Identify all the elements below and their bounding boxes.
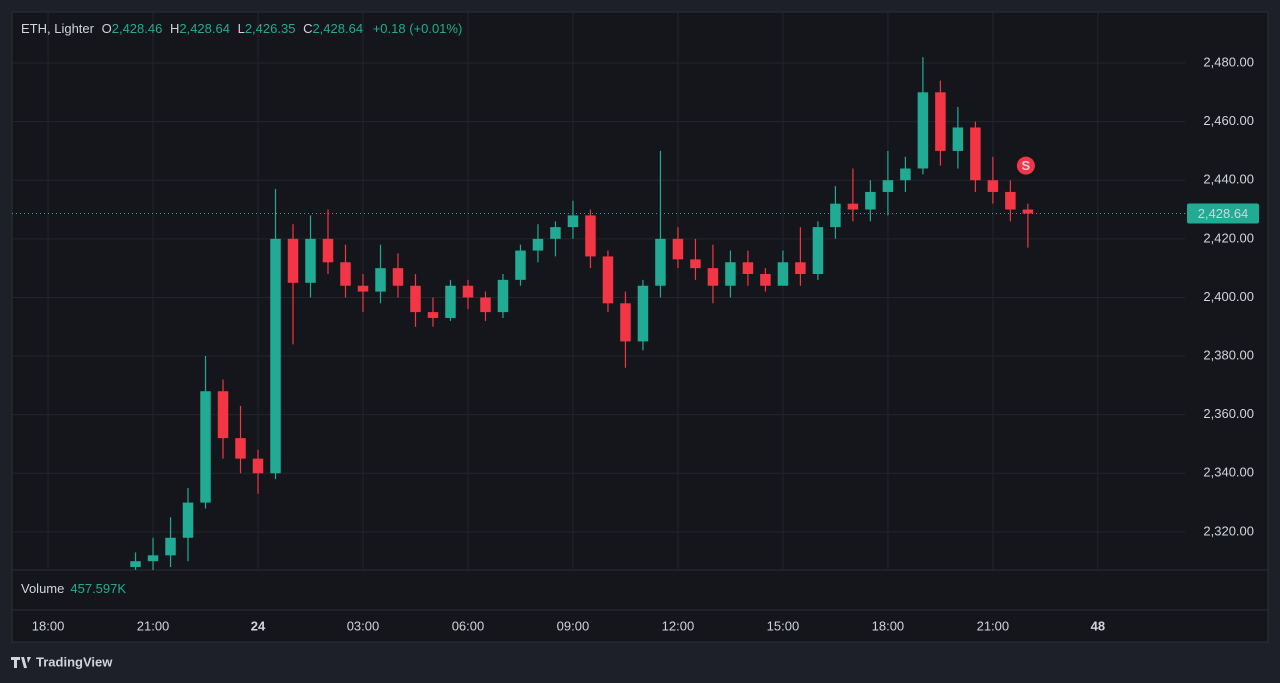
legend-value: 2,428.64 <box>312 21 363 36</box>
x-tick-label: 21:00 <box>137 618 170 633</box>
candle-body <box>200 391 211 503</box>
candle-body <box>882 180 894 192</box>
candle-body <box>865 191 876 210</box>
x-tick-label: 03:00 <box>347 618 380 633</box>
candle-body <box>252 458 264 474</box>
candle-body <box>235 438 246 459</box>
candle-body <box>357 285 369 292</box>
candle-body <box>515 250 526 280</box>
candle-body <box>165 537 176 556</box>
y-tick-label: 2,460.00 <box>1203 113 1254 128</box>
x-tick-label: 12:00 <box>662 618 695 633</box>
volume-label: Volume 457.597K <box>21 581 126 596</box>
candle-body <box>742 262 754 275</box>
candle-body <box>1022 209 1034 214</box>
candle-body <box>217 391 229 439</box>
x-tick-label: 15:00 <box>767 618 800 633</box>
candle-body <box>375 268 386 292</box>
candle-body <box>445 285 456 318</box>
candle-body <box>672 238 684 260</box>
candles <box>130 57 1034 570</box>
candle-body <box>655 238 666 286</box>
y-tick-label: 2,420.00 <box>1203 230 1254 245</box>
candle-body <box>340 262 351 286</box>
candle-body <box>970 127 981 181</box>
candle-body <box>182 502 194 538</box>
candle-body <box>917 92 929 169</box>
x-tick-label: 48 <box>1091 618 1105 633</box>
candle-body <box>847 203 859 210</box>
candle-body <box>585 215 596 257</box>
y-tick-label: 2,400.00 <box>1203 289 1254 304</box>
x-tick-label: 24 <box>251 618 266 633</box>
y-tick-label: 2,360.00 <box>1203 406 1254 421</box>
candle-body <box>777 262 789 286</box>
y-tick-label: 2,440.00 <box>1203 172 1254 187</box>
candle-body <box>305 238 316 283</box>
candle-body <box>532 238 544 251</box>
candle-body <box>410 285 421 313</box>
overlay: 2,428.64 S <box>12 156 1259 224</box>
candle-body <box>830 203 841 228</box>
candle-body <box>567 215 579 228</box>
candle-body <box>427 312 439 318</box>
last-price-box <box>1187 203 1259 224</box>
candle-body <box>812 227 824 275</box>
last-price-label: 2,428.64 <box>1198 206 1249 221</box>
legend-key: H <box>170 21 179 36</box>
legend-key: O <box>102 21 112 36</box>
candle-body <box>322 238 334 263</box>
candle-body <box>952 127 964 151</box>
candle-body <box>550 227 561 239</box>
candle-body <box>392 268 404 286</box>
x-tick-label: 09:00 <box>557 618 590 633</box>
candle-body <box>270 238 281 474</box>
candle-body <box>760 274 771 286</box>
candle-body <box>480 297 491 313</box>
x-tick-label: 21:00 <box>977 618 1010 633</box>
candle-body <box>287 238 299 283</box>
volume-value: 457.597K <box>70 581 126 596</box>
legend-key: L <box>238 21 245 36</box>
signal-marker <box>1016 156 1035 175</box>
legend-key: C <box>303 21 312 36</box>
candle-body <box>900 168 911 181</box>
y-tick-label: 2,380.00 <box>1203 347 1254 362</box>
legend-value: 2,426.35 <box>245 21 296 36</box>
candle-body <box>497 279 509 313</box>
legend-value: 2,428.64 <box>179 21 230 36</box>
candle-body <box>462 285 474 298</box>
x-tick-label: 18:00 <box>872 618 905 633</box>
logo-icon <box>11 657 31 668</box>
brand-logo: TradingView <box>11 654 113 669</box>
x-tick-label: 18:00 <box>32 618 65 633</box>
candle-body <box>690 259 701 269</box>
candle-body <box>602 256 614 304</box>
y-tick-label: 2,480.00 <box>1203 54 1254 69</box>
y-tick-label: 2,320.00 <box>1203 523 1254 538</box>
brand: TradingView <box>36 654 113 669</box>
y-tick-label: 2,340.00 <box>1203 465 1254 480</box>
legend-change: +0.18 (+0.01%) <box>373 21 463 36</box>
legend-value: 2,428.46 <box>112 21 163 36</box>
candle-body <box>637 285 649 342</box>
legend: ETH, Lighter O2,428.46 H2,428.64 L2,426.… <box>21 21 462 36</box>
x-tick-label: 06:00 <box>452 618 485 633</box>
symbol: ETH, Lighter <box>21 21 95 36</box>
candle-body <box>1005 191 1016 210</box>
candle-body <box>725 262 736 286</box>
candle-body <box>795 262 806 275</box>
candle-body <box>707 268 719 286</box>
signal-label: S <box>1022 158 1031 173</box>
candle-body <box>147 555 159 562</box>
candle-body <box>987 180 999 192</box>
candle-body <box>620 303 631 342</box>
candle-body <box>935 92 946 151</box>
candle-body <box>130 561 141 568</box>
volume-title: Volume <box>21 581 64 596</box>
